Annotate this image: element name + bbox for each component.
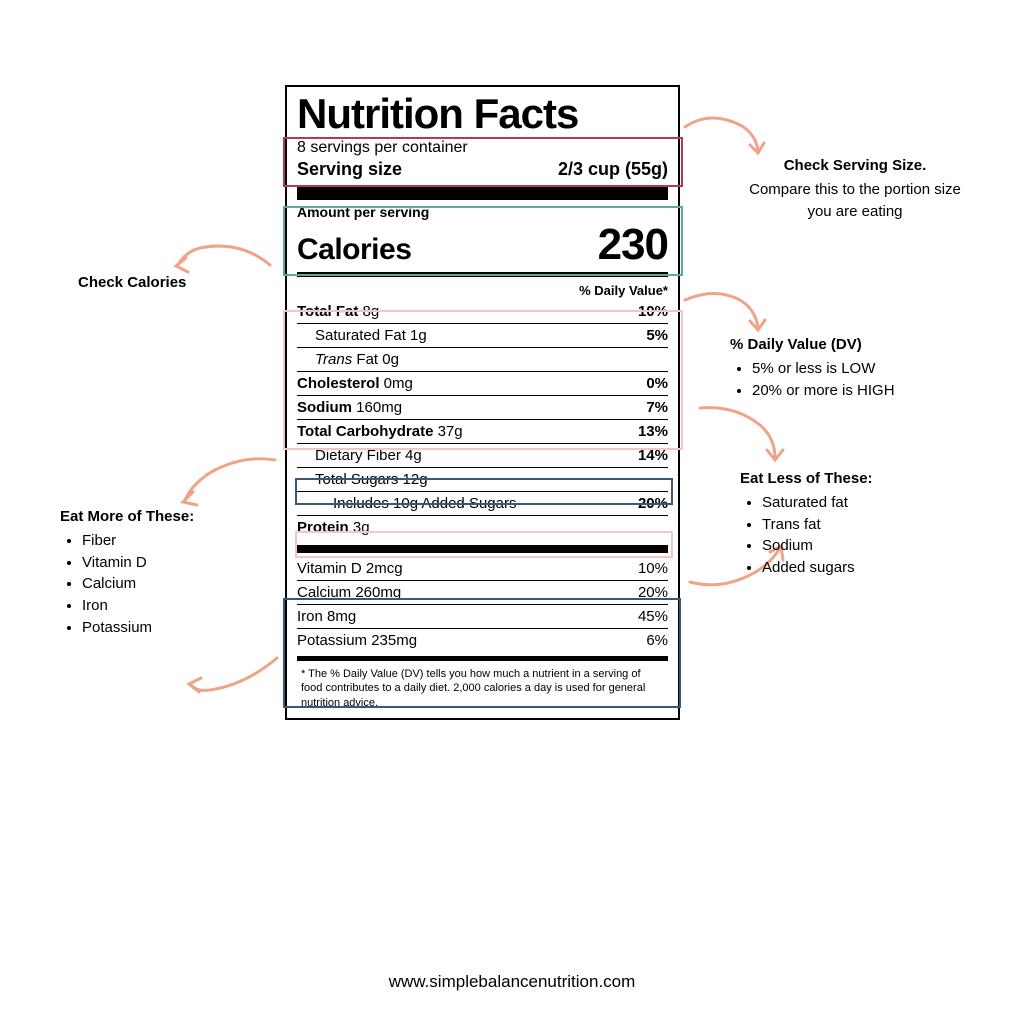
annotation-daily-value: % Daily Value (DV) 5% or less is LOW20% … xyxy=(730,334,980,401)
dv-header: % Daily Value* xyxy=(297,283,668,298)
list-item: Vitamin D xyxy=(82,552,270,574)
vitamin-row: Vitamin D 2mcg10% xyxy=(297,557,668,580)
footnote: * The % Daily Value (DV) tells you how m… xyxy=(297,665,668,710)
annotation-heading: Eat Less of These: xyxy=(740,468,980,490)
vitamin-row: Iron 8mg45% xyxy=(297,604,668,628)
annotation-heading: % Daily Value (DV) xyxy=(730,334,980,356)
serving-size-row: Serving size 2/3 cup (55g) xyxy=(297,159,668,180)
serving-size-label: Serving size xyxy=(297,159,402,180)
nutrient-row: Includes 10g Added Sugars20% xyxy=(297,491,668,515)
annotation-heading: Eat More of These: xyxy=(60,506,270,528)
list-item: Added sugars xyxy=(762,557,980,579)
nutrient-row: Saturated Fat 1g5% xyxy=(297,323,668,347)
annotation-list: 5% or less is LOW20% or more is HIGH xyxy=(730,358,980,402)
serving-size-value: 2/3 cup (55g) xyxy=(558,159,668,180)
list-item: 5% or less is LOW xyxy=(752,358,980,380)
serving-block: 8 servings per container Serving size 2/… xyxy=(297,139,668,180)
annotation-calories: Check Calories xyxy=(78,272,248,296)
arrow-eat-more-bottom xyxy=(185,650,285,715)
label-title: Nutrition Facts xyxy=(297,93,668,135)
divider-mid xyxy=(297,545,668,553)
annotation-body: Compare this to the portion size you are… xyxy=(740,179,970,223)
nutrient-row: Dietary Fiber 4g14% xyxy=(297,443,668,467)
annotation-list: FiberVitamin DCalciumIronPotassium xyxy=(60,530,270,639)
arrow-eat-less-top xyxy=(695,400,795,475)
list-item: Iron xyxy=(82,595,270,617)
nutrient-row: Total Fat 8g10% xyxy=(297,300,668,323)
annotation-list: Saturated fatTrans fatSodiumAdded sugars xyxy=(740,492,980,579)
nutrient-row: Protein 3g xyxy=(297,515,668,539)
divider-thin xyxy=(297,656,668,661)
calories-row: Calories 230 xyxy=(297,220,668,277)
list-item: Saturated fat xyxy=(762,492,980,514)
nutrient-row: Total Sugars 12g xyxy=(297,467,668,491)
annotation-eat-less: Eat Less of These: Saturated fatTrans fa… xyxy=(740,468,980,579)
vitamin-row: Potassium 235mg6% xyxy=(297,628,668,652)
nutrients-section: Total Fat 8g10%Saturated Fat 1g5%Trans F… xyxy=(297,300,668,539)
nutrient-row: Cholesterol 0mg0% xyxy=(297,371,668,395)
annotation-heading: Check Calories xyxy=(78,272,248,294)
nutrient-row: Total Carbohydrate 37g13% xyxy=(297,419,668,443)
calories-value: 230 xyxy=(598,220,668,270)
nutrient-row: Trans Fat 0g xyxy=(297,347,668,371)
calories-label: Calories xyxy=(297,233,411,267)
list-item: Trans fat xyxy=(762,514,980,536)
list-item: 20% or more is HIGH xyxy=(752,380,980,402)
vitamins-section: Vitamin D 2mcg10%Calcium 260mg20%Iron 8m… xyxy=(297,557,668,652)
nutrition-facts-label: Nutrition Facts 8 servings per container… xyxy=(285,85,680,720)
list-item: Potassium xyxy=(82,617,270,639)
nutrient-row: Sodium 160mg7% xyxy=(297,395,668,419)
annotation-serving-size: Check Serving Size. Compare this to the … xyxy=(740,155,970,222)
servings-per-container: 8 servings per container xyxy=(297,139,668,157)
website-url: www.simplebalancenutrition.com xyxy=(0,972,1024,992)
list-item: Sodium xyxy=(762,535,980,557)
list-item: Fiber xyxy=(82,530,270,552)
vitamin-row: Calcium 260mg20% xyxy=(297,580,668,604)
divider-thick xyxy=(297,186,668,200)
list-item: Calcium xyxy=(82,573,270,595)
amount-per-serving: Amount per serving xyxy=(297,204,668,220)
annotation-heading: Check Serving Size. xyxy=(740,155,970,177)
annotation-eat-more: Eat More of These: FiberVitamin DCalcium… xyxy=(60,506,270,639)
